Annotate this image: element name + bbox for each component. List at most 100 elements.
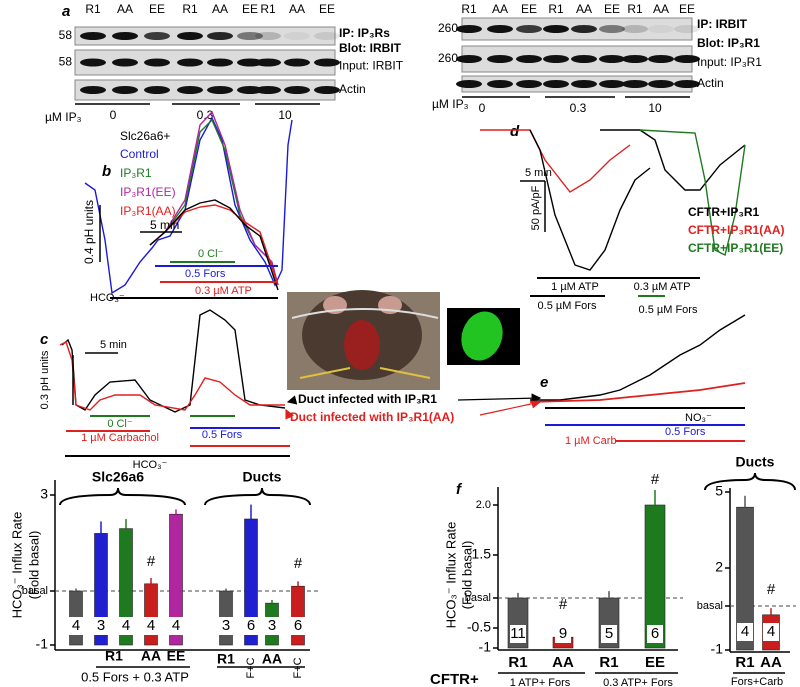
n-label: 5 — [605, 625, 613, 642]
dose-value: 0.3 — [570, 101, 587, 115]
blot-band — [571, 55, 597, 63]
significance: # — [651, 471, 660, 488]
trace — [59, 341, 285, 411]
legend-entry: CFTR+IP₃R1(EE) — [688, 241, 783, 255]
blot-band — [599, 55, 625, 63]
blot-band — [177, 32, 203, 40]
n-label: 4 — [72, 617, 80, 634]
n-label: 4 — [172, 617, 180, 634]
blot-band — [112, 32, 138, 40]
y-tick-label: 3 — [40, 486, 48, 502]
blot-band — [112, 58, 138, 67]
legend-title: Slc26a6+ — [120, 129, 170, 143]
blot-band — [622, 25, 648, 33]
treatment-label: HCO₃⁻ — [133, 459, 168, 471]
blot-band — [487, 25, 513, 33]
annotation: Duct infected with IP₃R1 — [298, 392, 437, 406]
blot-band — [622, 55, 648, 63]
dose-value: 10 — [278, 108, 292, 122]
legend-entry: CFTR+IP₃R1 — [688, 205, 760, 219]
n-label: 3 — [97, 617, 105, 634]
group-label: Ducts — [736, 454, 775, 470]
blot-band — [237, 86, 263, 94]
lane-label: AA — [492, 2, 508, 16]
x-label: AA — [262, 651, 282, 667]
n-box — [737, 623, 753, 641]
mw-label: 58 — [59, 55, 73, 69]
x-label: F+C — [292, 657, 304, 678]
blot-band — [314, 58, 340, 67]
y-axis-label: HCO₃⁻ Influx Rate — [9, 512, 24, 619]
treatment-label: 1 µM Carb — [565, 435, 617, 447]
n-box — [143, 617, 159, 635]
blot-band — [255, 86, 281, 94]
group-label: Slc26a6 — [92, 469, 144, 485]
blot-band — [516, 55, 542, 63]
treatment-label: 0.5 µM Fors — [538, 300, 597, 312]
treatment-label: 0.5 Fors — [202, 429, 243, 441]
blot-band — [516, 25, 542, 33]
y-tick-label: basal — [22, 585, 48, 597]
n-box — [555, 625, 571, 643]
treatment-label: 0.5 Fors + 0.3 ATP — [81, 669, 189, 684]
treatment-label: HCO₃⁻ — [90, 292, 125, 304]
y-tick-label: -1 — [479, 639, 492, 655]
treatment-label: 1 µM ATP — [551, 281, 599, 293]
n-label: 11 — [510, 625, 526, 642]
n-box — [243, 617, 259, 635]
legend-entry: CFTR+IP₃R1(AA) — [688, 223, 785, 237]
n-box — [601, 625, 617, 643]
lane-label: EE — [604, 2, 620, 16]
lane-label: R1 — [182, 2, 198, 16]
line — [286, 395, 298, 405]
significance: # — [767, 581, 776, 598]
y-tick-label: -0.5 — [467, 619, 491, 635]
dose-value: 0 — [110, 108, 117, 122]
blot-band — [144, 86, 170, 94]
y-tick-label: 2 — [715, 559, 723, 575]
lane-label: EE — [319, 2, 335, 16]
significance: # — [559, 596, 568, 613]
dose-value: 10 — [648, 101, 662, 115]
lane-label: AA — [653, 2, 669, 16]
lane-label: R1 — [85, 2, 101, 16]
blot-band — [543, 55, 569, 63]
n-box — [218, 617, 234, 635]
lane-label: EE — [242, 2, 258, 16]
blot-band — [674, 80, 700, 88]
panel-label: c — [40, 331, 49, 348]
bar — [291, 585, 305, 646]
n-box — [118, 617, 134, 635]
blot-band — [543, 80, 569, 88]
scale-label: 0.4 pH units — [82, 200, 96, 264]
x-label: EE — [167, 648, 186, 664]
n-box — [290, 617, 306, 635]
trace — [149, 110, 279, 286]
lane-label: EE — [149, 2, 165, 16]
blot-band — [177, 58, 203, 67]
blot-band — [571, 80, 597, 88]
dose-label: µM IP₃ — [432, 97, 469, 111]
bar — [144, 583, 158, 646]
trace — [61, 309, 286, 413]
blot-band — [487, 55, 513, 63]
blot-band — [144, 32, 170, 40]
line — [285, 408, 295, 420]
panel-label: f — [456, 481, 463, 498]
blot-band — [314, 32, 340, 40]
x-label: R1 — [217, 651, 235, 667]
blot-band — [144, 58, 170, 67]
prefix-label: CFTR+ — [430, 671, 479, 687]
blot-label: Actin — [697, 76, 724, 90]
scale-label: 5 min — [100, 339, 127, 351]
mouse-photo — [287, 290, 440, 390]
lane-label: EE — [679, 2, 695, 16]
legend-entry: IP₃R1(EE) — [120, 185, 176, 199]
trace — [149, 199, 279, 291]
blot-band — [622, 80, 648, 88]
treatment-label: 0.3 µM ATP — [634, 281, 691, 293]
line — [479, 399, 542, 416]
treatment-label: 0.3 µM ATP — [195, 285, 252, 297]
blot-label: Blot: IRBIT — [339, 41, 402, 55]
